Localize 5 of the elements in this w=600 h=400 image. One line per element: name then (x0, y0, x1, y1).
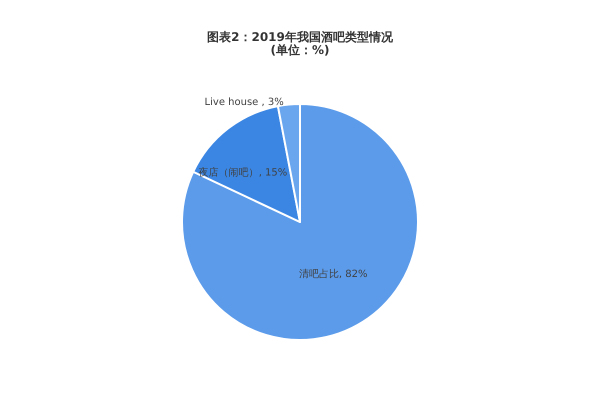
slice-label: 清吧占比, 82% (298, 268, 368, 280)
chart-subtitle: (单位：%) (270, 43, 330, 57)
chart-title: 图表2：2019年我国酒吧类型情况 (207, 30, 394, 44)
slice-label: 夜店（闹吧）, 15% (198, 166, 288, 179)
slice-label: Live house , 3% (204, 97, 284, 108)
